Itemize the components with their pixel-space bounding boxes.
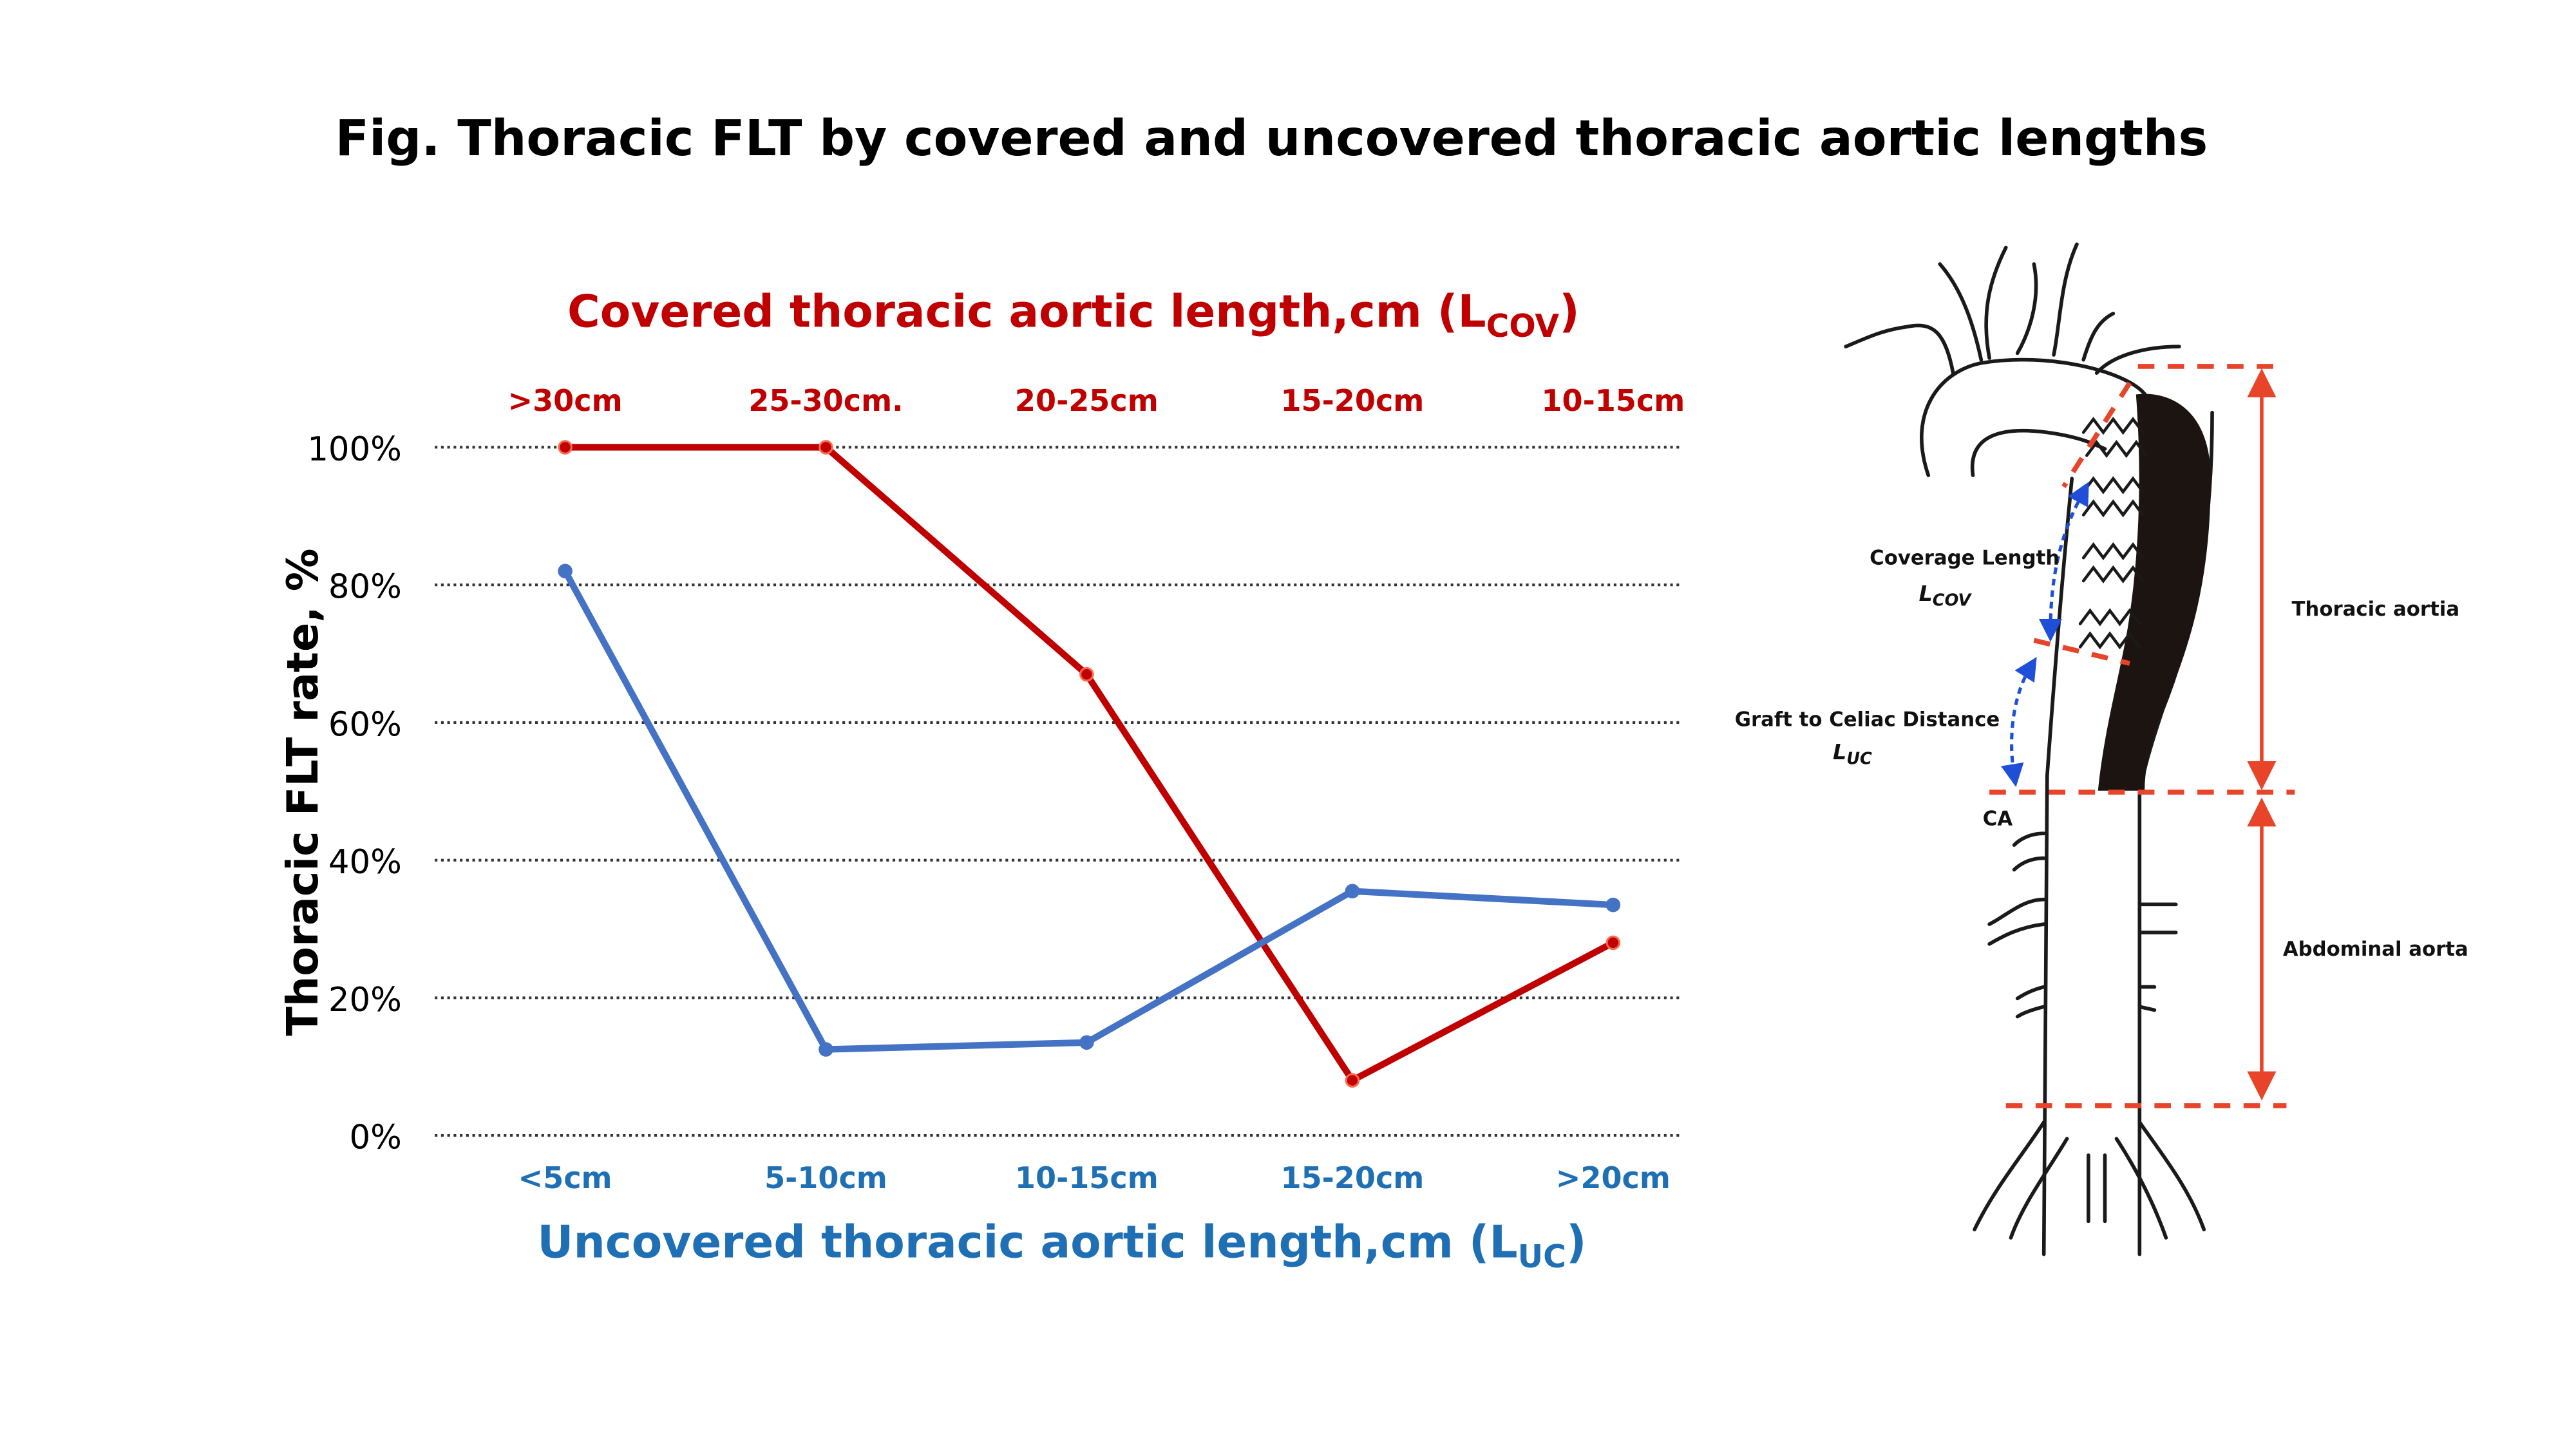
diagram-arrows xyxy=(2001,368,2277,1101)
diagram-markers xyxy=(1989,364,2295,1108)
data-point xyxy=(819,440,833,455)
y-axis-label: Thoracic FLT rate, % xyxy=(278,549,328,1036)
data-point xyxy=(1079,1035,1094,1050)
bottom-category-label: 15-20cm xyxy=(1281,1160,1425,1195)
coverage-length-symbol: LCOV xyxy=(1919,581,1973,611)
top-category-label: 15-20cm xyxy=(1281,383,1425,418)
data-point xyxy=(558,440,573,455)
data-point xyxy=(1605,897,1621,913)
bottom-category-labels: <5cm 5-10cm 10-15cm 15-20cm >20cm xyxy=(518,1160,1671,1195)
series-line xyxy=(562,569,1614,1053)
y-tick-label: 40% xyxy=(328,843,402,882)
data-point xyxy=(819,1042,833,1057)
y-tick-label: 60% xyxy=(328,705,402,744)
bottom-category-label: <5cm xyxy=(518,1160,612,1195)
top-axis-title: Covered thoracic aortic length,cm (LCOV) xyxy=(567,286,1580,344)
top-category-label: 10-15cm xyxy=(1541,383,1685,418)
data-point xyxy=(1345,884,1360,899)
stent-rings xyxy=(2078,417,2148,650)
bottom-axis-title: Uncovered thoracic aortic length,cm (LUC… xyxy=(537,1217,1586,1275)
y-tick-label: 0% xyxy=(350,1119,402,1157)
y-tick-label: 20% xyxy=(328,981,402,1019)
graft-celiac-symbol: LUC xyxy=(1833,739,1872,769)
series-top-axis xyxy=(558,440,1621,1088)
bottom-category-label: 5-10cm xyxy=(764,1160,887,1195)
data-point xyxy=(1605,935,1621,951)
data-point xyxy=(1345,1073,1360,1088)
bottom-category-label: >20cm xyxy=(1556,1160,1671,1195)
figure-title: Fig. Thoracic FLT by covered and uncover… xyxy=(335,110,2208,167)
graft-celiac-label: Graft to Celiac Distance xyxy=(1735,708,2000,732)
y-tick-labels: 0% 20% 40% 60% 80% 100% xyxy=(307,430,402,1157)
stent-graft xyxy=(2098,393,2211,791)
top-category-label: 20-25cm xyxy=(1015,383,1159,418)
distance-arrow xyxy=(2001,657,2037,788)
data-point xyxy=(558,564,573,579)
abdominal-aorta-label: Abdominal aorta xyxy=(2283,938,2468,961)
y-tick-label: 100% xyxy=(307,430,402,469)
top-category-label: >30cm xyxy=(507,383,622,418)
top-category-label: 25-30cm. xyxy=(748,383,903,418)
coverage-arrow xyxy=(2039,481,2089,642)
y-tick-label: 80% xyxy=(328,568,402,607)
series-line xyxy=(565,444,1615,1084)
gridlines xyxy=(435,446,1680,1137)
series-lines xyxy=(558,440,1621,1088)
aorta-diagram xyxy=(1844,242,2214,1256)
thoracic-aorta-label: Thoracic aortia xyxy=(2291,598,2459,621)
top-category-labels: >30cm 25-30cm. 20-25cm 15-20cm 10-15cm xyxy=(507,383,1685,418)
series-bottom-axis xyxy=(558,564,1621,1057)
line-chart: Covered thoracic aortic length,cm (LCOV)… xyxy=(278,286,1685,1275)
aortic-arch-outline xyxy=(1920,357,2148,477)
data-point xyxy=(1079,667,1094,682)
bottom-category-label: 10-15cm xyxy=(1015,1160,1159,1195)
coverage-length-label: Coverage Length xyxy=(1870,546,2060,569)
celiac-artery-label: CA xyxy=(1983,807,2013,830)
